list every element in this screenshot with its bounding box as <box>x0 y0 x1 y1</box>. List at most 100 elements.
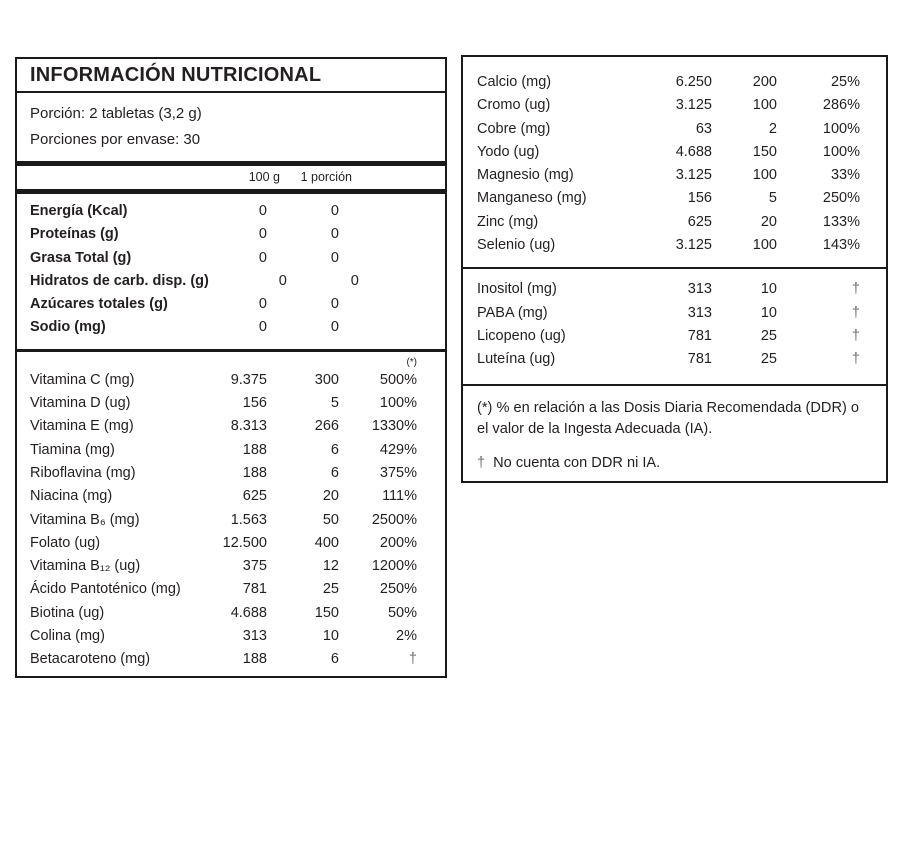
nutrient-row: Folato (ug) 12.500 400 200% <box>17 532 445 555</box>
nutrient-label: Selenio (ug) <box>477 237 556 254</box>
value-pct-ddr: 375% <box>379 464 417 481</box>
nutrient-row: Hidratos de carb. disp. (g) 0 0 <box>17 270 445 293</box>
nutrient-row: Zinc (mg) 625 20 133% <box>463 211 886 234</box>
value-per-portion: 50 <box>322 511 339 528</box>
nutrient-row: Riboflavina (mg) 188 6 375% <box>17 462 445 485</box>
nutrient-row: Niacina (mg) 625 20 111% <box>17 485 445 508</box>
value-per-100g: 313 <box>687 281 712 298</box>
vitamins-rows: Vitamina C (mg) 9.375 300 500% Vitamina … <box>17 369 445 672</box>
nutrient-row: Vitamina D (ug) 156 5 100% <box>17 392 445 415</box>
value-per-100g: 375 <box>242 558 267 575</box>
minerals-table: Calcio (mg) 6.250 200 25% Cromo (ug) 3.1… <box>463 57 886 270</box>
value-pct-ddr: 250% <box>379 581 417 598</box>
servings-per-container: Porciones por envase: 30 <box>30 131 201 148</box>
value-per-100g: 0 <box>258 203 267 219</box>
nutrient-label: Grasa Total (g) <box>30 249 132 266</box>
value-per-100g: 156 <box>687 190 712 207</box>
nutrient-label: Cobre (mg) <box>477 120 551 137</box>
nutrient-label: Magnesio (mg) <box>477 167 574 184</box>
value-per-portion: 150 <box>314 604 339 621</box>
value-per-portion: 5 <box>330 395 339 412</box>
nutrient-row: Vitamina C (mg) 9.375 300 500% <box>17 369 445 392</box>
nutrient-label: Hidratos de carb. disp. (g) <box>30 272 209 289</box>
value-per-portion: 12 <box>322 558 339 575</box>
value-pct-ddr: 33% <box>830 167 860 184</box>
nutrient-row: Manganeso (mg) 156 5 250% <box>463 187 886 210</box>
value-pct-ddr: † <box>851 304 860 321</box>
nutrient-label: Betacaroteno (mg) <box>30 651 151 668</box>
vitamins-table: (*) Vitamina C (mg) 9.375 300 500% Vitam… <box>17 352 445 672</box>
value-pct-ddr: 100% <box>379 395 417 412</box>
panel-title: INFORMACIÓN NUTRICIONAL <box>17 59 445 93</box>
value-per-portion: 100 <box>752 237 777 254</box>
value-per-100g: 63 <box>695 120 712 137</box>
value-pct-ddr: † <box>851 351 860 368</box>
nutrient-label: Folato (ug) <box>30 534 101 551</box>
value-per-100g: 625 <box>242 488 267 505</box>
nutrient-label: Sodio (mg) <box>30 319 106 336</box>
value-per-100g: 0 <box>278 272 287 289</box>
nutrient-label: Luteína (ug) <box>477 351 556 368</box>
value-per-portion: 6 <box>330 441 339 458</box>
value-per-100g: 3.125 <box>675 167 712 184</box>
nutrient-row: Sodio (mg) 0 0 <box>17 316 445 339</box>
value-per-100g: 188 <box>242 651 267 668</box>
value-pct-ddr: 250% <box>822 190 860 207</box>
value-per-100g: 313 <box>242 628 267 645</box>
nutrient-row: Proteínas (g) 0 0 <box>17 223 445 246</box>
value-per-100g: 625 <box>687 213 712 230</box>
value-per-portion: 5 <box>768 190 777 207</box>
nutrient-row: Tiamina (mg) 188 6 429% <box>17 439 445 462</box>
value-pct-ddr: 143% <box>822 237 860 254</box>
nutrient-label: Manganeso (mg) <box>477 190 587 207</box>
value-pct-ddr: 286% <box>822 97 860 114</box>
value-per-100g: 0 <box>258 319 267 336</box>
nutrient-row: Vitamina E (mg) 8.313 266 1330% <box>17 415 445 438</box>
basic-nutrients-table: Energía (Kcal) 0 0 Proteínas (g) 0 0 Gra… <box>17 194 445 352</box>
footnote-dagger-text: No cuenta con DDR ni IA. <box>493 454 661 471</box>
nutrient-row: Licopeno (ug) 781 25 † <box>463 325 886 348</box>
nutrient-label: PABA (mg) <box>477 304 548 321</box>
value-per-portion: 100 <box>752 97 777 114</box>
footnotes: (*) % en relación a las Dosis Diaria Rec… <box>463 386 886 474</box>
nutrient-label: Proteínas (g) <box>30 226 119 243</box>
value-pct-ddr: 25% <box>830 74 860 90</box>
value-per-portion: 0 <box>330 203 339 219</box>
nutrition-facts-panel-left: INFORMACIÓN NUTRICIONAL Porción: 2 table… <box>15 57 447 678</box>
nutrient-label: Azúcares totales (g) <box>30 296 168 313</box>
value-pct-ddr: 1200% <box>371 558 417 575</box>
nutrient-row: Azúcares totales (g) 0 0 <box>17 293 445 316</box>
value-pct-ddr: 133% <box>822 213 860 230</box>
value-per-100g: 6.250 <box>675 74 712 90</box>
value-per-100g: 156 <box>242 395 267 412</box>
value-per-100g: 4.688 <box>230 604 267 621</box>
value-per-100g: 0 <box>258 226 267 243</box>
value-pct-ddr: 500% <box>379 371 417 388</box>
nutrient-row: Vitamina B₆ (mg) 1.563 50 2500% <box>17 509 445 532</box>
value-per-100g: 1.563 <box>230 511 267 528</box>
nutrient-row: Vitamina B₁₂ (ug) 375 12 1200% <box>17 555 445 578</box>
value-per-100g: 9.375 <box>230 371 267 388</box>
nutrient-row: Biotina (ug) 4.688 150 50% <box>17 602 445 625</box>
value-pct-ddr: † <box>851 281 860 298</box>
nutrient-row: PABA (mg) 313 10 † <box>463 302 886 325</box>
value-per-portion: 0 <box>330 296 339 313</box>
nutrient-row: Selenio (ug) 3.125 100 143% <box>463 234 886 257</box>
value-per-portion: 6 <box>330 464 339 481</box>
nutrient-row: Calcio (mg) 6.250 200 25% <box>463 71 886 94</box>
nutrient-label: Ácido Pantoténico (mg) <box>30 581 181 598</box>
value-pct-ddr: † <box>408 651 417 668</box>
nutrient-row: Yodo (ug) 4.688 150 100% <box>463 141 886 164</box>
nutrient-label: Licopeno (ug) <box>477 327 566 344</box>
footnote-asterisk: (*) % en relación a las Dosis Diaria Rec… <box>477 399 860 437</box>
nutrient-label: Riboflavina (mg) <box>30 464 136 481</box>
nutrient-row: Magnesio (mg) 3.125 100 33% <box>463 164 886 187</box>
value-per-100g: 3.125 <box>675 237 712 254</box>
dagger-symbol: † <box>477 454 486 471</box>
value-per-portion: 10 <box>322 628 339 645</box>
nutrient-label: Biotina (ug) <box>30 604 105 621</box>
nutrient-label: Energía (Kcal) <box>30 203 128 219</box>
value-per-100g: 188 <box>242 464 267 481</box>
column-header-row: 100 g 1 porción <box>17 166 445 194</box>
